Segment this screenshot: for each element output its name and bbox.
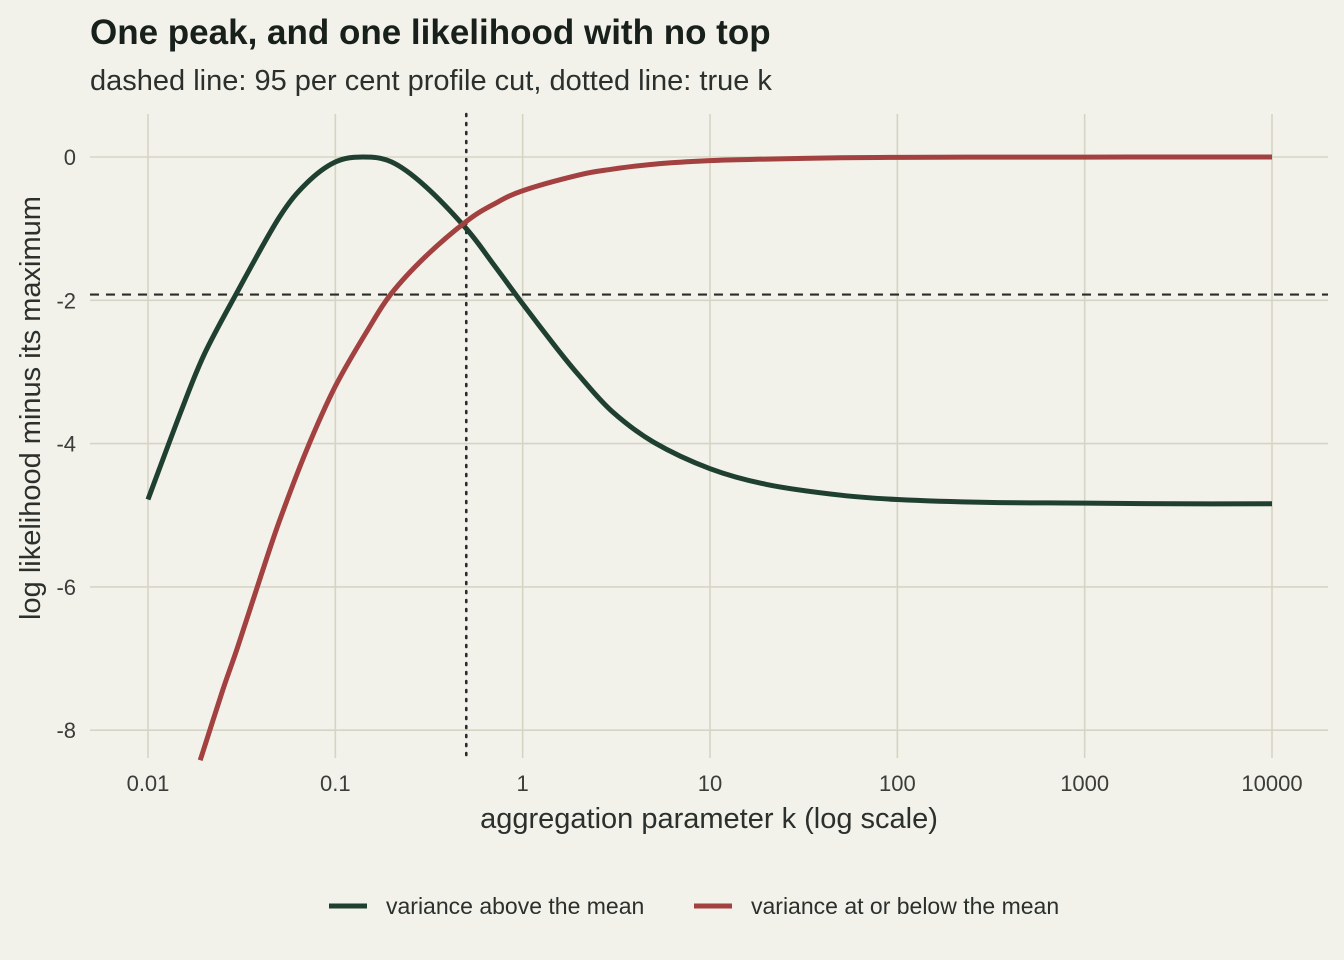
- y-tick-label: -6: [56, 575, 76, 600]
- y-tick-label: -2: [56, 288, 76, 313]
- series-line-variance-above-mean: [145, 154, 1273, 507]
- x-tick-label: 1: [517, 771, 529, 796]
- grid: [90, 114, 1328, 758]
- y-tick-label: 0: [64, 145, 76, 170]
- y-axis-ticks: 0 -2 -4 -6 -8: [56, 145, 76, 743]
- legend-label: variance at or below the mean: [751, 893, 1059, 919]
- x-axis-ticks: 0.01 0.1 1 10 100 1000 10000: [127, 771, 1303, 796]
- x-tick-label: 10: [698, 771, 722, 796]
- x-tick-label: 10000: [1241, 771, 1302, 796]
- legend: variance above the mean variance at or be…: [329, 893, 1059, 919]
- x-tick-label: 0.01: [127, 771, 170, 796]
- y-axis-title: log likelihood minus its maximum: [15, 196, 47, 620]
- chart-subtitle: dashed line: 95 per cent profile cut, do…: [90, 65, 772, 97]
- x-tick-label: 100: [879, 771, 916, 796]
- y-tick-label: -8: [56, 718, 76, 743]
- x-tick-label: 1000: [1060, 771, 1109, 796]
- chart-title: One peak, and one likelihood with no top: [90, 13, 771, 52]
- x-axis-title: aggregation parameter k (log scale): [480, 803, 938, 835]
- x-tick-label: 0.1: [320, 771, 351, 796]
- reference-lines: [90, 112, 1328, 760]
- series-lines: [145, 154, 1273, 762]
- y-tick-label: -4: [56, 432, 76, 457]
- legend-label: variance above the mean: [386, 893, 644, 919]
- series-line-variance-at-or-below-mean: [197, 154, 1272, 762]
